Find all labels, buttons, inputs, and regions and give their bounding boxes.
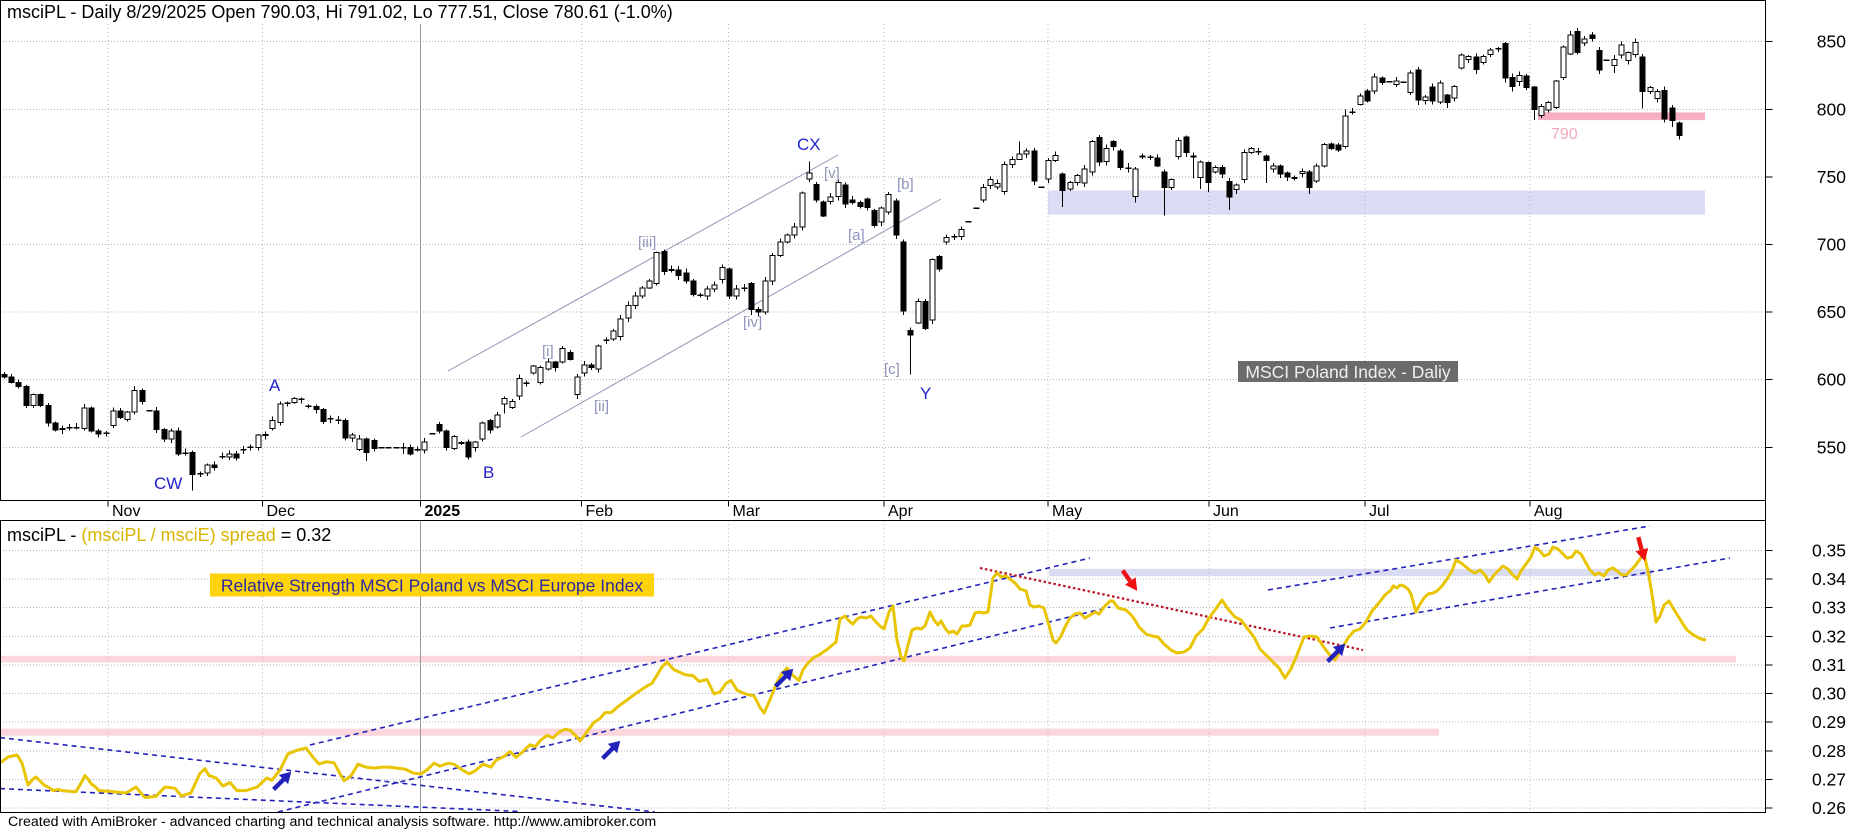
svg-text:msciPL - (msciPL / msciE) spre: msciPL - (msciPL / msciE) spread = 0.32: [7, 525, 331, 545]
svg-text:0.27: 0.27: [1812, 769, 1846, 789]
svg-text:Jul: Jul: [1369, 503, 1389, 520]
svg-text:[iii]: [iii]: [638, 234, 656, 251]
svg-text:600: 600: [1817, 370, 1846, 390]
svg-text:[iv]: [iv]: [743, 314, 762, 331]
svg-text:Jun: Jun: [1213, 503, 1239, 520]
svg-text:[a]: [a]: [848, 227, 865, 244]
svg-text:850: 850: [1817, 32, 1846, 52]
svg-text:550: 550: [1817, 437, 1846, 457]
svg-text:Feb: Feb: [586, 503, 614, 520]
svg-text:[c]: [c]: [884, 361, 900, 378]
svg-text:0.33: 0.33: [1812, 598, 1846, 618]
svg-text:700: 700: [1817, 235, 1846, 255]
svg-text:800: 800: [1817, 99, 1846, 119]
svg-text:Aug: Aug: [1534, 503, 1562, 520]
svg-text:CW: CW: [154, 474, 182, 493]
svg-text:Dec: Dec: [267, 503, 295, 520]
svg-text:Nov: Nov: [112, 503, 140, 520]
svg-text:A: A: [269, 376, 281, 395]
svg-text:0.35: 0.35: [1812, 541, 1846, 561]
svg-text:0.32: 0.32: [1812, 626, 1846, 646]
svg-text:0.26: 0.26: [1812, 798, 1846, 818]
svg-text:[ii]: [ii]: [594, 398, 609, 415]
svg-text:MSCI Poland Index - Daliy: MSCI Poland Index - Daliy: [1245, 362, 1450, 382]
svg-text:650: 650: [1817, 302, 1846, 322]
svg-text:2025: 2025: [425, 503, 461, 520]
svg-text:B: B: [483, 463, 494, 482]
svg-text:[i]: [i]: [542, 343, 554, 360]
svg-text:Created with AmiBroker - advan: Created with AmiBroker - advanced charti…: [8, 814, 656, 830]
svg-text:Relative Strength MSCI Poland: Relative Strength MSCI Poland vs MSCI Eu…: [221, 576, 643, 596]
svg-text:0.31: 0.31: [1812, 655, 1846, 675]
svg-text:0.34: 0.34: [1812, 569, 1846, 589]
svg-text:[b]: [b]: [897, 176, 914, 193]
svg-text:0.28: 0.28: [1812, 741, 1846, 761]
svg-text:Mar: Mar: [733, 503, 761, 520]
svg-text:May: May: [1052, 503, 1082, 520]
svg-text:Y: Y: [920, 384, 931, 403]
svg-text:0.29: 0.29: [1812, 712, 1846, 732]
svg-text:0.30: 0.30: [1812, 684, 1846, 704]
svg-text:CX: CX: [797, 135, 821, 154]
svg-text:750: 750: [1817, 167, 1846, 187]
svg-text:msciPL - Daily 8/29/2025 Open: msciPL - Daily 8/29/2025 Open 790.03, Hi…: [7, 2, 673, 22]
svg-text:[v]: [v]: [824, 165, 840, 182]
svg-text:Apr: Apr: [888, 503, 914, 520]
svg-text:790: 790: [1551, 126, 1578, 143]
